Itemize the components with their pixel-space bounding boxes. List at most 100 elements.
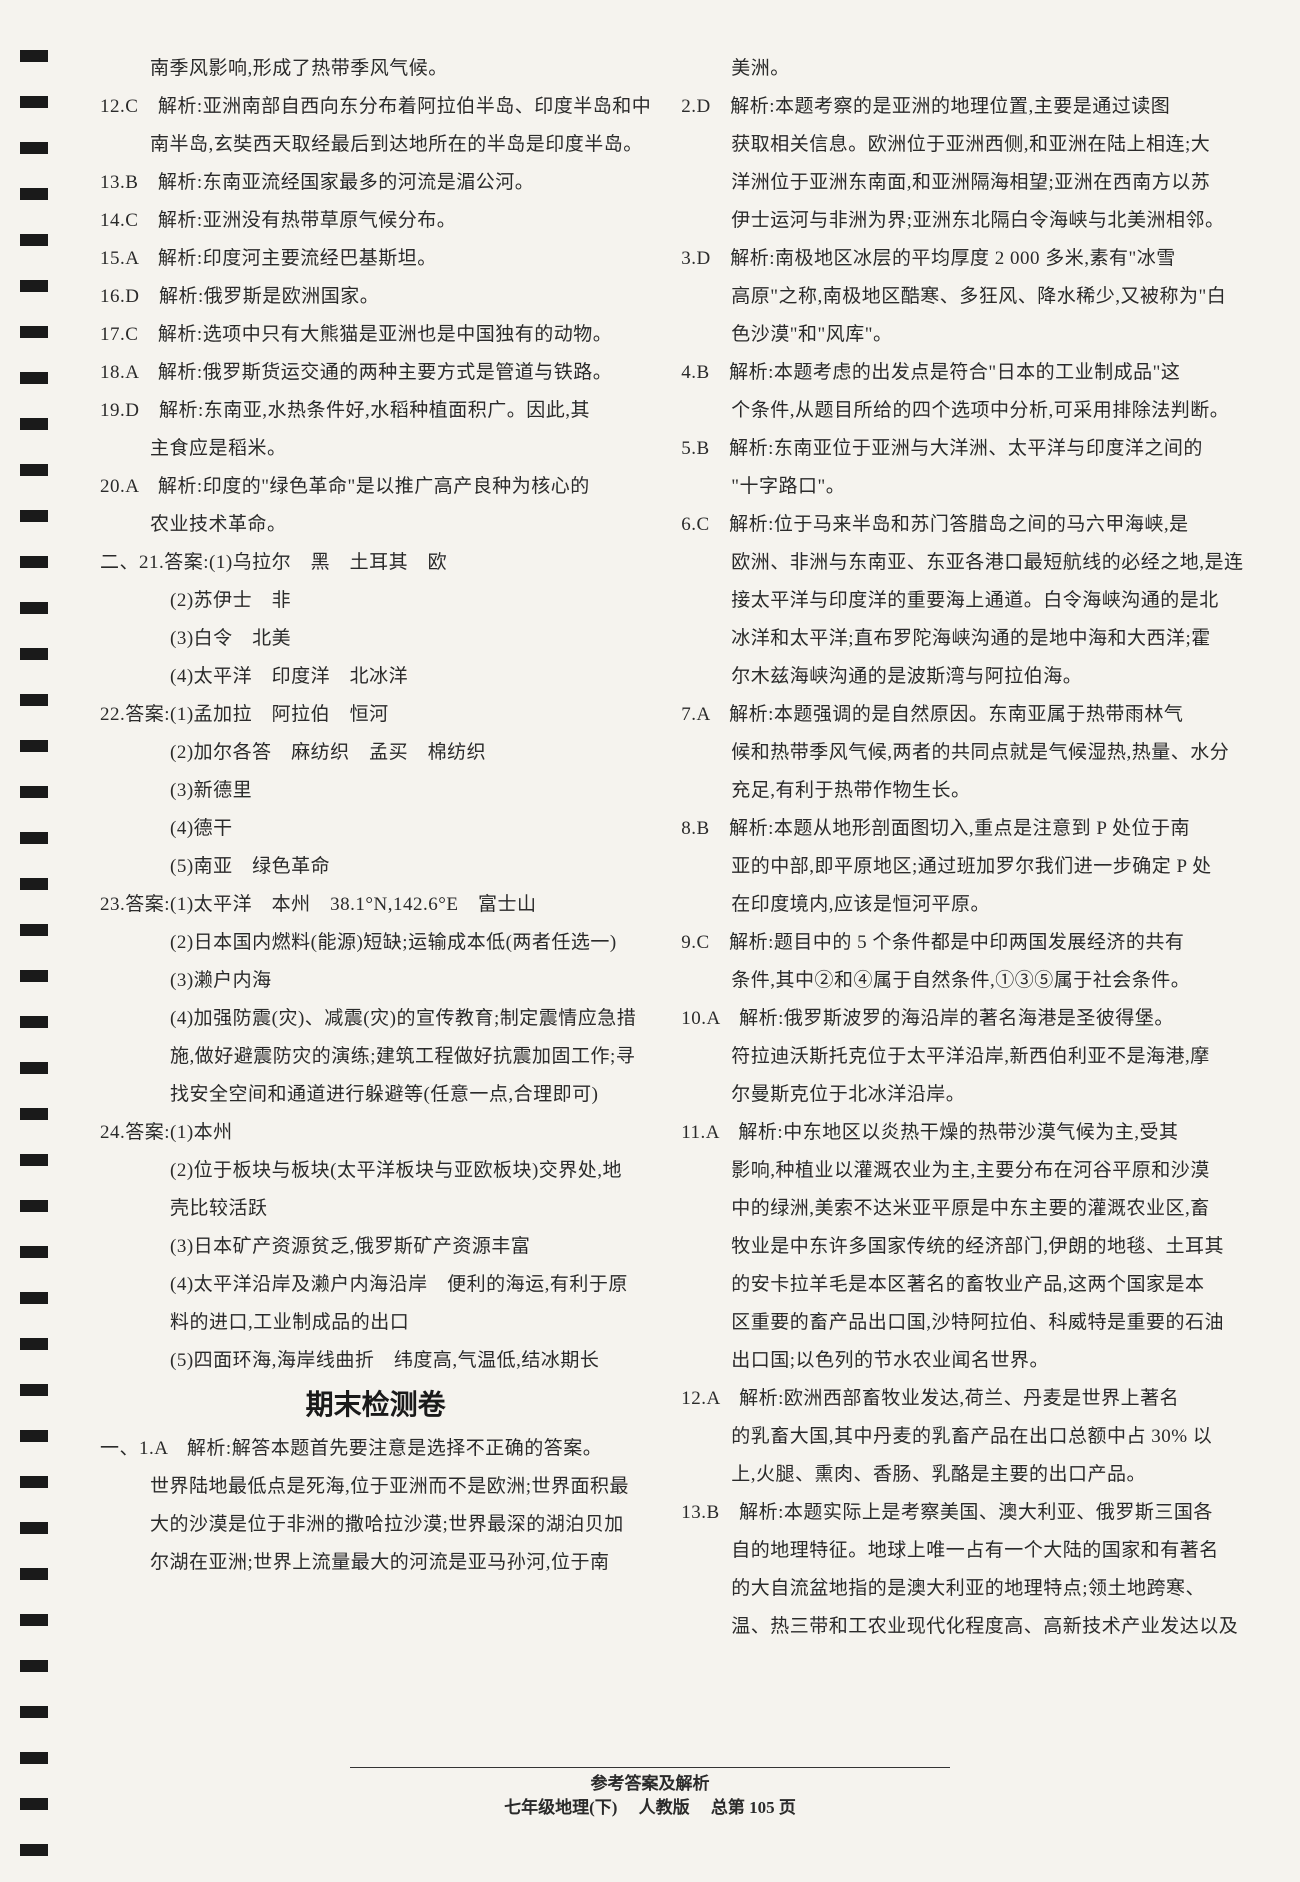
text-line: 二、21.答案:(1)乌拉尔 黑 土耳其 欧: [100, 544, 651, 582]
text-line: 壳比较活跃: [100, 1190, 651, 1228]
text-line: 2.D 解析:本题考察的是亚洲的地理位置,主要是通过读图: [681, 88, 1243, 126]
text-line: 的大自流盆地指的是澳大利亚的地理特点;领土地跨寒、: [681, 1570, 1243, 1608]
text-line: 尔木兹海峡沟通的是波斯湾与阿拉伯海。: [681, 658, 1243, 696]
footer-line2: 七年级地理(下) 人教版 总第 105 页: [0, 1796, 1300, 1820]
footer-edition: 人教版: [639, 1798, 690, 1817]
text-line: 16.D 解析:俄罗斯是欧洲国家。: [100, 278, 651, 316]
text-line: (2)苏伊士 非: [100, 582, 651, 620]
text-line: (2)日本国内燃料(能源)短缺;运输成本低(两者任选一): [100, 924, 651, 962]
scan-marker: [20, 970, 48, 982]
text-line: (3)濑户内海: [100, 962, 651, 1000]
text-line: "十字路口"。: [681, 468, 1243, 506]
text-line: (2)位于板块与板块(太平洋板块与亚欧板块)交界处,地: [100, 1152, 651, 1190]
text-line: 亚的中部,即平原地区;通过班加罗尔我们进一步确定 P 处: [681, 848, 1243, 886]
scan-marker: [20, 1752, 48, 1764]
text-line: 伊士运河与非洲为界;亚洲东北隔白令海峡与北美洲相邻。: [681, 202, 1243, 240]
scan-marker: [20, 1844, 48, 1856]
footer-divider: [350, 1767, 950, 1768]
scan-marker: [20, 142, 48, 154]
text-line: 尔曼斯克位于北冰洋沿岸。: [681, 1076, 1243, 1114]
text-line: 8.B 解析:本题从地形剖面图切入,重点是注意到 P 处位于南: [681, 810, 1243, 848]
text-line: 的乳畜大国,其中丹麦的乳畜产品在出口总额中占 30% 以: [681, 1418, 1243, 1456]
scan-marker: [20, 1108, 48, 1120]
text-line: (2)加尔各答 麻纺织 孟买 棉纺织: [100, 734, 651, 772]
scan-marker: [20, 96, 48, 108]
text-line: (3)白令 北美: [100, 620, 651, 658]
text-line: 美洲。: [681, 50, 1243, 88]
text-line: 温、热三带和工农业现代化程度高、高新技术产业发达以及: [681, 1608, 1243, 1646]
text-line: 出口国;以色列的节水农业闻名世界。: [681, 1342, 1243, 1380]
text-line: 南半岛,玄奘西天取经最后到达地所在的半岛是印度半岛。: [100, 126, 651, 164]
text-line: 高原"之称,南极地区酷寒、多狂风、降水稀少,又被称为"白: [681, 278, 1243, 316]
text-line: 19.D 解析:东南亚,水热条件好,水稻种植面积广。因此,其: [100, 392, 651, 430]
page-footer: 参考答案及解析 七年级地理(下) 人教版 总第 105 页: [0, 1767, 1300, 1820]
text-line: (3)新德里: [100, 772, 651, 810]
scan-marker: [20, 50, 48, 62]
text-line: 尔湖在亚洲;世界上流量最大的河流是亚马孙河,位于南: [100, 1544, 651, 1582]
text-line: 世界陆地最低点是死海,位于亚洲而不是欧洲;世界面积最: [100, 1468, 651, 1506]
scan-marker: [20, 1430, 48, 1442]
scan-marker: [20, 924, 48, 936]
scan-marker: [20, 510, 48, 522]
text-line: 符拉迪沃斯托克位于太平洋沿岸,新西伯利亚不是海港,摩: [681, 1038, 1243, 1076]
text-line: 条件,其中②和④属于自然条件,①③⑤属于社会条件。: [681, 962, 1243, 1000]
footer-page-num: 总第 105 页: [711, 1798, 796, 1817]
text-line: 上,火腿、熏肉、香肠、乳酪是主要的出口产品。: [681, 1456, 1243, 1494]
text-line: 找安全空间和通道进行躲避等(任意一点,合理即可): [100, 1076, 651, 1114]
text-line: (4)德干: [100, 810, 651, 848]
scan-marker: [20, 1384, 48, 1396]
text-line: 23.答案:(1)太平洋 本州 38.1°N,142.6°E 富士山: [100, 886, 651, 924]
scan-marker: [20, 1062, 48, 1074]
text-line: 区重要的畜产品出口国,沙特阿拉伯、科威特是重要的石油: [681, 1304, 1243, 1342]
text-line: 充足,有利于热带作物生长。: [681, 772, 1243, 810]
text-line: 在印度境内,应该是恒河平原。: [681, 886, 1243, 924]
scan-marker: [20, 280, 48, 292]
scan-marker: [20, 1522, 48, 1534]
text-line: 料的进口,工业制成品的出口: [100, 1304, 651, 1342]
scan-marker: [20, 1660, 48, 1672]
text-line: 11.A 解析:中东地区以炎热干燥的热带沙漠气候为主,受其: [681, 1114, 1243, 1152]
text-line: 6.C 解析:位于马来半岛和苏门答腊岛之间的马六甲海峡,是: [681, 506, 1243, 544]
scan-marker: [20, 418, 48, 430]
text-line: 13.B 解析:东南亚流经国家最多的河流是湄公河。: [100, 164, 651, 202]
text-line: (5)南亚 绿色革命: [100, 848, 651, 886]
text-line: 7.A 解析:本题强调的是自然原因。东南亚属于热带雨林气: [681, 696, 1243, 734]
page-content: 南季风影响,形成了热带季风气候。12.C 解析:亚洲南部自西向东分布着阿拉伯半岛…: [60, 50, 1240, 1730]
scan-marker: [20, 1154, 48, 1166]
scan-marker: [20, 372, 48, 384]
scan-marker: [20, 602, 48, 614]
scan-marker: [20, 1568, 48, 1580]
text-line: 17.C 解析:选项中只有大熊猫是亚洲也是中国独有的动物。: [100, 316, 651, 354]
text-line: 22.答案:(1)孟加拉 阿拉伯 恒河: [100, 696, 651, 734]
text-line: 20.A 解析:印度的"绿色革命"是以推广高产良种为核心的: [100, 468, 651, 506]
scan-marker: [20, 1476, 48, 1488]
scan-marker: [20, 1016, 48, 1028]
text-line: (3)日本矿产资源贫乏,俄罗斯矿产资源丰富: [100, 1228, 651, 1266]
scan-marker: [20, 832, 48, 844]
text-line: 14.C 解析:亚洲没有热带草原气候分布。: [100, 202, 651, 240]
scan-marker: [20, 1706, 48, 1718]
text-line: (5)四面环海,海岸线曲折 纬度高,气温低,结冰期长: [100, 1342, 651, 1380]
text-line: 9.C 解析:题目中的 5 个条件都是中印两国发展经济的共有: [681, 924, 1243, 962]
text-line: 候和热带季风气候,两者的共同点就是气候湿热,热量、水分: [681, 734, 1243, 772]
text-line: 10.A 解析:俄罗斯波罗的海沿岸的著名海港是圣彼得堡。: [681, 1000, 1243, 1038]
text-line: (4)加强防震(灾)、减震(灾)的宣传教育;制定震情应急措: [100, 1000, 651, 1038]
text-line: 南季风影响,形成了热带季风气候。: [100, 50, 651, 88]
text-line: 施,做好避震防灾的演练;建筑工程做好抗震加固工作;寻: [100, 1038, 651, 1076]
text-line: 中的绿洲,美索不达米亚平原是中东主要的灌溉农业区,畜: [681, 1190, 1243, 1228]
text-line: 冰洋和太平洋;直布罗陀海峡沟通的是地中海和大西洋;霍: [681, 620, 1243, 658]
text-line: 5.B 解析:东南亚位于亚洲与大洋洲、太平洋与印度洋之间的: [681, 430, 1243, 468]
scan-markers: [20, 50, 50, 1882]
scan-marker: [20, 694, 48, 706]
scan-marker: [20, 1338, 48, 1350]
text-line: 农业技术革命。: [100, 506, 651, 544]
text-line: 12.A 解析:欧洲西部畜牧业发达,荷兰、丹麦是世界上著名: [681, 1380, 1243, 1418]
text-line: 的安卡拉羊毛是本区著名的畜牧业产品,这两个国家是本: [681, 1266, 1243, 1304]
section-title: 期末检测卷: [100, 1380, 651, 1430]
left-column: 南季风影响,形成了热带季风气候。12.C 解析:亚洲南部自西向东分布着阿拉伯半岛…: [60, 50, 651, 1730]
text-line: 个条件,从题目所给的四个选项中分析,可采用排除法判断。: [681, 392, 1243, 430]
scan-marker: [20, 188, 48, 200]
text-line: 主食应是稻米。: [100, 430, 651, 468]
text-line: 获取相关信息。欧洲位于亚洲西侧,和亚洲在陆上相连;大: [681, 126, 1243, 164]
text-line: 24.答案:(1)本州: [100, 1114, 651, 1152]
